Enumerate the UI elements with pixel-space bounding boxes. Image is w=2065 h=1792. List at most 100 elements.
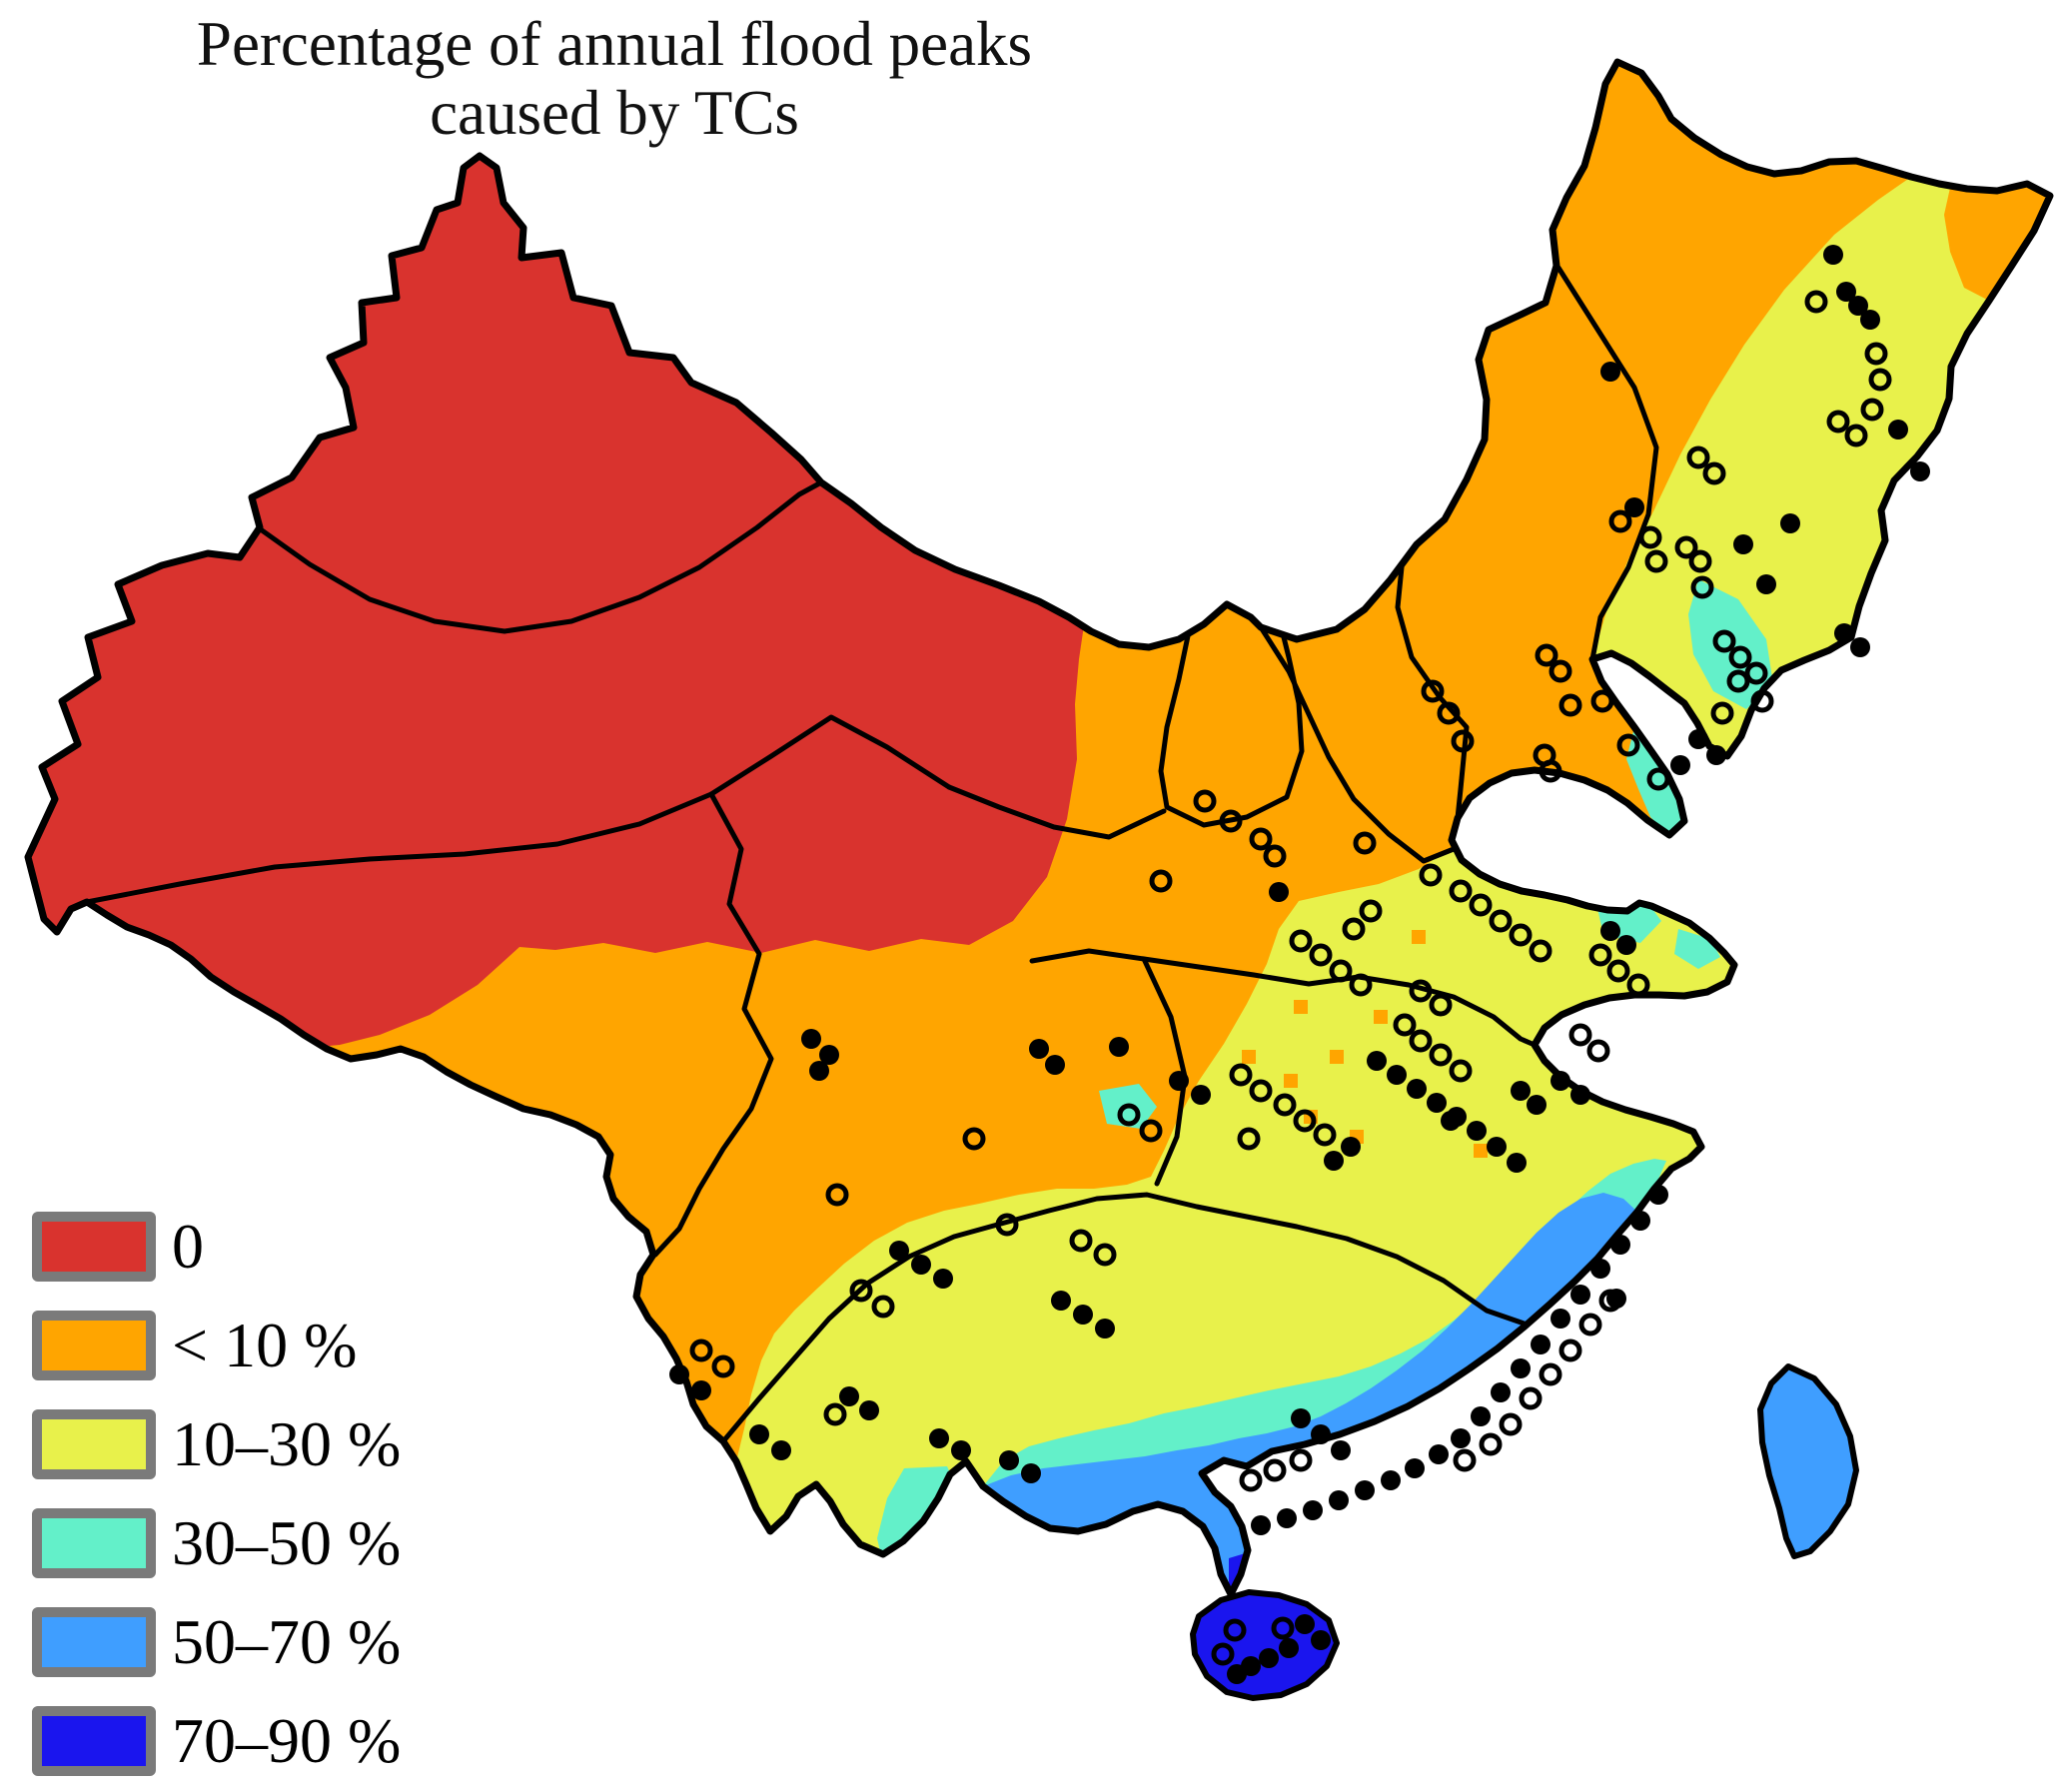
station-dot-open bbox=[1535, 643, 1558, 667]
station-dot-open bbox=[1359, 899, 1383, 923]
station-dot-open bbox=[1588, 943, 1612, 967]
station-dot-open bbox=[1499, 1412, 1523, 1436]
station-dot-filled bbox=[1823, 245, 1843, 265]
station-dot-open bbox=[1860, 398, 1884, 422]
station-dot-open bbox=[1451, 729, 1475, 753]
station-dot-open bbox=[1353, 831, 1377, 855]
station-dot-open bbox=[1519, 1386, 1543, 1410]
station-dot-open bbox=[1449, 1059, 1473, 1083]
station-dot-filled bbox=[1169, 1071, 1189, 1091]
station-dot-open bbox=[1726, 669, 1750, 693]
region-lt10-east-tip bbox=[1944, 184, 2050, 301]
station-dot-open bbox=[1489, 909, 1513, 933]
station-dot-open bbox=[1117, 1103, 1141, 1127]
station-dot-filled bbox=[839, 1386, 859, 1406]
station-dot-filled bbox=[1511, 1081, 1531, 1101]
station-dot-open bbox=[1712, 629, 1736, 653]
station-dot-filled bbox=[1407, 1079, 1427, 1099]
station-dot-open bbox=[1469, 893, 1493, 917]
station-dot-open bbox=[1293, 1109, 1317, 1133]
basin-boundary bbox=[652, 791, 774, 1258]
map-title-line1: Percentage of annual flood peaks bbox=[196, 9, 1033, 79]
station-dot-filled bbox=[1688, 729, 1708, 749]
station-dot-open bbox=[1453, 1448, 1477, 1472]
station-dot-open bbox=[871, 1295, 895, 1319]
orange-speckle bbox=[1474, 1144, 1488, 1158]
station-dot-filled bbox=[1756, 574, 1776, 594]
station-dot-filled bbox=[1467, 1121, 1487, 1141]
legend-item: 30–50 % bbox=[32, 1505, 401, 1581]
basin-boundary bbox=[255, 479, 824, 634]
station-dot-open bbox=[1349, 973, 1373, 997]
station-dot-filled bbox=[1341, 1137, 1361, 1157]
station-dot-open bbox=[1804, 290, 1828, 314]
station-dot-filled bbox=[1109, 1037, 1129, 1057]
station-dot-open bbox=[1093, 1243, 1117, 1267]
station-dot-open bbox=[1826, 410, 1850, 434]
station-dot-open bbox=[1289, 929, 1313, 953]
station-dot-filled bbox=[1021, 1463, 1041, 1483]
station-dot-open bbox=[1479, 1432, 1503, 1456]
station-dot-filled bbox=[1507, 1153, 1527, 1173]
station-dot-filled bbox=[1590, 1259, 1610, 1279]
legend-swatch-yellow bbox=[32, 1409, 156, 1479]
station-dot-open bbox=[1590, 689, 1614, 713]
station-dot-open bbox=[1419, 863, 1443, 887]
station-dot-filled bbox=[1227, 1664, 1247, 1684]
station-dot-filled bbox=[1850, 637, 1870, 657]
station-dot-open bbox=[1606, 959, 1630, 983]
region-50-70-coastal-strip bbox=[983, 1193, 1637, 1594]
orange-speckle bbox=[1412, 930, 1426, 944]
station-dot-filled bbox=[1191, 1085, 1211, 1105]
station-dot-open bbox=[1539, 759, 1562, 783]
station-dot-filled bbox=[1550, 1071, 1570, 1091]
station-dot-filled bbox=[1836, 282, 1856, 302]
station-dot-filled bbox=[951, 1440, 971, 1460]
station-dot-filled bbox=[911, 1255, 931, 1275]
legend-label: 50–70 % bbox=[172, 1606, 402, 1677]
station-dot-filled bbox=[1367, 1051, 1387, 1071]
legend-item: 70–90 % bbox=[32, 1703, 401, 1779]
station-dot-filled bbox=[1405, 1458, 1425, 1478]
station-dot-open bbox=[1211, 1642, 1235, 1666]
station-dot-open bbox=[1638, 525, 1662, 549]
station-dot-filled bbox=[1550, 1309, 1570, 1329]
station-dot-open bbox=[1149, 869, 1173, 893]
legend-label: 30–50 % bbox=[172, 1507, 402, 1578]
station-dot-filled bbox=[1600, 921, 1620, 941]
station-dot-open bbox=[1069, 1229, 1093, 1253]
station-dot-open bbox=[1229, 1063, 1253, 1087]
station-dot-open bbox=[1688, 549, 1712, 573]
basin-boundary bbox=[720, 1192, 1542, 1444]
legend-item: 50–70 % bbox=[32, 1604, 401, 1680]
taiwan-island bbox=[1757, 1363, 1859, 1559]
station-dot-open bbox=[962, 1127, 986, 1151]
station-dot-open bbox=[1437, 701, 1461, 725]
station-dot-filled bbox=[1429, 1444, 1449, 1464]
station-dot-filled bbox=[1251, 1515, 1271, 1535]
legend-swatch-red bbox=[32, 1212, 156, 1282]
station-dot-open bbox=[1844, 424, 1868, 448]
station-dot-filled bbox=[999, 1450, 1019, 1470]
legend-label: 10–30 % bbox=[172, 1408, 402, 1479]
legend-item: < 10 % bbox=[32, 1308, 401, 1383]
station-dot-filled bbox=[749, 1424, 769, 1444]
station-dot-open bbox=[1744, 661, 1768, 685]
region-30-50-southeast-band bbox=[983, 1159, 1666, 1531]
station-dot-open bbox=[1313, 1123, 1337, 1147]
station-dot-filled bbox=[1527, 1095, 1547, 1115]
station-dot-open bbox=[1271, 1616, 1295, 1640]
station-dot-open bbox=[1750, 689, 1774, 713]
legend-item: 0 bbox=[32, 1209, 401, 1285]
station-dot-filled bbox=[1447, 1107, 1467, 1127]
map-title-line2: caused by TCs bbox=[430, 78, 799, 149]
region-30-50-liaodong bbox=[1626, 727, 1684, 835]
station-dot-filled bbox=[1888, 420, 1908, 440]
orange-speckle bbox=[1242, 1050, 1256, 1064]
station-dot-open bbox=[1237, 1127, 1261, 1151]
station-dot-open bbox=[1393, 1013, 1417, 1037]
station-dot-filled bbox=[1780, 513, 1800, 533]
basin-boundary bbox=[1555, 265, 1659, 662]
station-dot-filled bbox=[1624, 497, 1644, 517]
